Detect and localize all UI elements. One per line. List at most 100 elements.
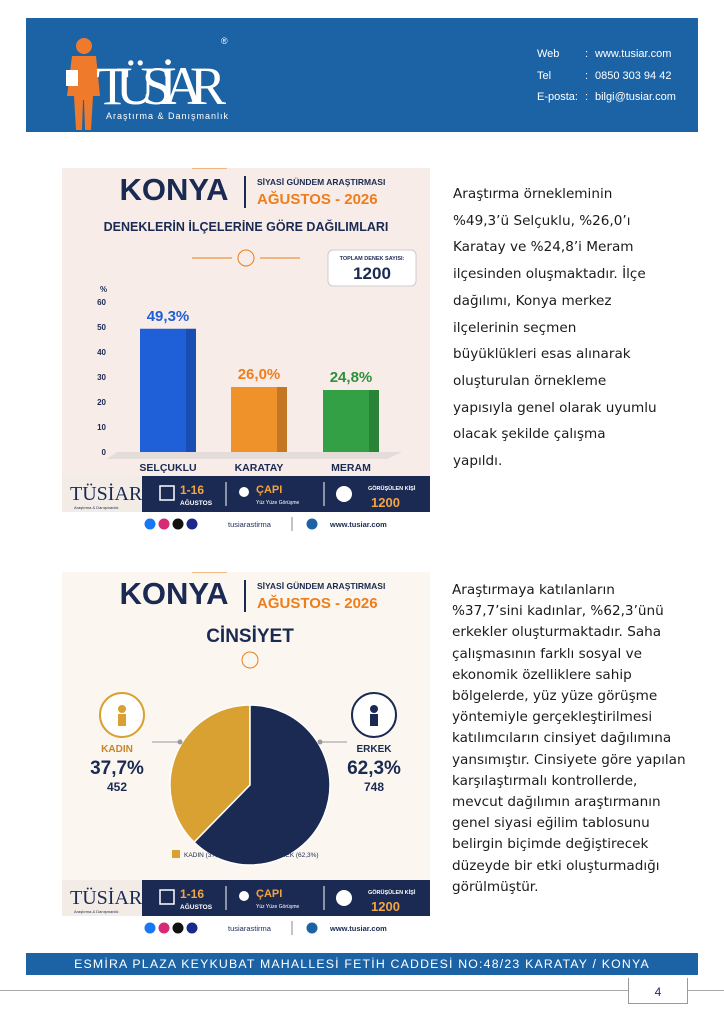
chart-title: CİNSİYET (206, 626, 294, 647)
x-tick-label: SELÇUKLU (139, 462, 196, 474)
icon-person (118, 714, 126, 726)
footer-address: ESMİRA PLAZA KEYKUBAT MAHALLESİ FETİH CA… (26, 953, 698, 975)
method: Yüz Yüze Görüşme (256, 904, 299, 910)
pie-slice (169, 704, 251, 844)
category-label: KADIN (101, 744, 133, 755)
social-row (62, 916, 430, 939)
contact-sep: : (585, 91, 589, 103)
people: 1200 (371, 495, 400, 510)
bar-shade (186, 328, 196, 452)
value-label: 49,3% (147, 308, 190, 325)
bar-shade (277, 387, 287, 452)
bar (231, 387, 287, 452)
page-number: 4 (628, 978, 688, 1004)
legend-swatch (260, 850, 268, 858)
y-tick-label: 30 (97, 373, 106, 382)
ornament (237, 249, 255, 267)
dates: 1-16 (180, 483, 204, 497)
annotation-box (327, 249, 417, 287)
contact-sep: : (585, 48, 589, 60)
logo-text: TÜSİAR (96, 56, 226, 116)
people-label: GÖRÜŞÜLEN KİŞİ (368, 889, 416, 896)
annotation-label: TOPLAM DENEK SAYISI: (340, 256, 405, 262)
value-label: 26,0% (238, 366, 281, 383)
y-tick-label: 20 (97, 398, 106, 407)
calendar-icon (159, 485, 175, 501)
icon-person (370, 714, 378, 726)
social-icon (186, 518, 198, 530)
y-axis-label: % (100, 285, 107, 294)
contact-value: bilgi@tusiar.com (595, 91, 676, 103)
people-icon (336, 486, 352, 502)
social-icon (186, 922, 198, 934)
brand-sub: Araştırma & Danışmanlık (74, 505, 118, 510)
count-label: 748 (364, 780, 384, 794)
survey: SİYASİ GÜNDEM ARAŞTIRMASI (257, 177, 385, 187)
infographic: KONYA SİYASİ GÜNDEM ARAŞTIRMASI AĞUSTOS - … (62, 572, 430, 939)
count-label: 452 (107, 780, 127, 794)
contact-label: E-posta: (537, 91, 578, 103)
bar (323, 390, 379, 452)
ornament (241, 651, 259, 669)
paragraph: Araştırmaya katılanların %37,7’sini kadı… (452, 582, 686, 895)
legend-swatch (172, 850, 180, 858)
person-icon (239, 891, 249, 901)
leader-dot (177, 739, 183, 745)
chart-title: DENEKLERİN İLÇELERİNE GÖRE DAĞILIMLARI (104, 219, 389, 234)
social-icon (158, 518, 170, 530)
category-label: ERKEK (356, 744, 392, 755)
people-label: GÖRÜŞÜLEN KİŞİ (368, 485, 416, 492)
legend-label: ERKEK (62,3%) (272, 852, 319, 859)
value-label: 37,7% (90, 758, 144, 779)
bar-shade (369, 390, 379, 452)
method-title: ÇAPI (256, 484, 282, 496)
people: 1200 (371, 899, 400, 914)
person-icon (239, 487, 249, 497)
logo-mark: ® (221, 36, 228, 46)
dates: 1-16 (180, 887, 204, 901)
x-tick-label: MERAM (331, 462, 371, 474)
value-label: 24,8% (330, 369, 373, 386)
band-logo-bg (62, 476, 142, 512)
social-handle: tusiarastirma (228, 520, 272, 529)
value-label: 62,3% (347, 758, 401, 779)
site: www.tusiar.com (329, 924, 387, 933)
bar (140, 328, 196, 452)
y-tick-label: 40 (97, 348, 106, 357)
legend-label: KADIN (37,7%) (184, 852, 228, 859)
month: AĞUSTOS (180, 498, 213, 507)
icon-person (118, 705, 126, 713)
contact-label: Web (537, 48, 560, 60)
header: TÜSİAR ® Araştırma & Danışmanlık Web : w… (26, 18, 698, 132)
contact-sep: : (585, 70, 589, 82)
contact-label: Tel (537, 70, 552, 82)
method: Yüz Yüze Görüşme (256, 500, 299, 506)
brand-sub: Araştırma & Danışmanlık (74, 909, 118, 914)
infographic-bg (62, 168, 430, 535)
icon-person (370, 705, 378, 713)
band-logo-bg (62, 880, 142, 916)
infographic: KONYA SİYASİ GÜNDEM ARAŞTIRMASI AĞUSTOS - … (62, 168, 430, 535)
floor (107, 452, 402, 459)
y-tick-label: 60 (97, 298, 106, 307)
city: KONYA (119, 576, 228, 611)
y-tick-label: 0 (102, 448, 107, 457)
social-icon (144, 518, 156, 530)
logo: TÜSİAR ® Araştırma & Danışmanlık (66, 36, 228, 130)
globe-icon (306, 518, 318, 530)
footer-rule (0, 990, 724, 991)
social-handle: tusiarastirma (228, 924, 272, 933)
y-tick-label: 50 (97, 323, 106, 332)
brand: TÜSİAR (70, 886, 143, 909)
period: AĞUSTOS - 2026 (257, 594, 378, 612)
social-row (62, 512, 430, 535)
globe-icon (306, 922, 318, 934)
month: AĞUSTOS (180, 902, 213, 911)
method-title: ÇAPI (256, 888, 282, 900)
site: www.tusiar.com (329, 520, 387, 529)
social-icon (144, 922, 156, 934)
logo-figure (66, 38, 100, 130)
annotation-value: 1200 (353, 264, 391, 283)
contact-value: 0850 303 94 42 (595, 70, 672, 82)
